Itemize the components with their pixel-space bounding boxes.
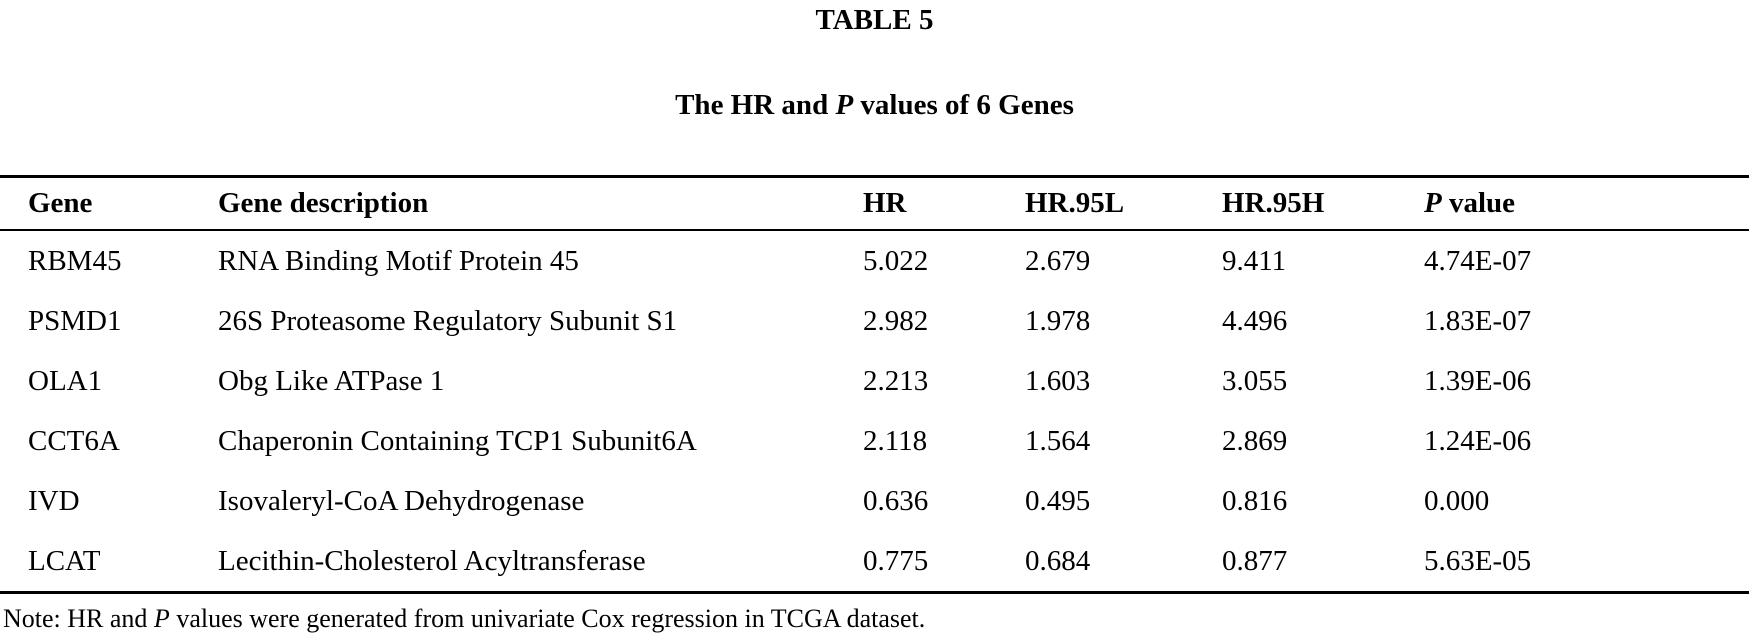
hr-cell: 5.022: [863, 244, 929, 277]
table-row: PSMD1 26S Proteasome Regulatory Subunit …: [0, 291, 1749, 351]
table-row: IVD Isovaleryl-CoA Dehydrogenase 0.636 0…: [0, 471, 1749, 531]
gene-cell: RBM45: [28, 244, 122, 277]
description-cell: 26S Proteasome Regulatory Subunit S1: [218, 304, 678, 337]
table-number-title: TABLE 5: [815, 4, 934, 36]
caption-text-post: values of 6 Genes: [853, 89, 1074, 121]
pvalue-header-italic-p: P: [1424, 187, 1442, 219]
gene-cell: OLA1: [28, 364, 103, 397]
pvalue-cell: 5.63E-05: [1424, 544, 1532, 577]
pvalue-cell: 1.39E-06: [1424, 364, 1532, 397]
hr95h-cell: 4.496: [1222, 304, 1288, 337]
pvalue-cell: 1.83E-07: [1424, 304, 1532, 337]
hr95l-cell: 0.495: [1025, 484, 1091, 517]
column-header-hr95l: HR.95L: [1025, 176, 1222, 231]
note-text-post: values were generated from univariate Co…: [169, 604, 926, 633]
hr95h-cell: 2.869: [1222, 424, 1288, 457]
table-row: RBM45 RNA Binding Motif Protein 45 5.022…: [0, 230, 1749, 291]
description-cell: Obg Like ATPase 1: [218, 364, 445, 397]
hr95l-cell: 2.679: [1025, 244, 1091, 277]
gene-cell: PSMD1: [28, 304, 122, 337]
caption-text-pre: The HR and: [675, 89, 836, 121]
header-row: Gene Gene description HR HR.95L HR.95H P…: [0, 176, 1749, 231]
pvalue-cell: 0.000: [1424, 484, 1490, 517]
note-italic-p: P: [153, 604, 170, 633]
table-caption: The HR and P values of 6 Genes: [0, 88, 1749, 122]
hr-cell: 2.118: [863, 424, 928, 457]
column-header-hr: HR: [863, 176, 1025, 231]
column-header-gene: Gene: [0, 176, 218, 231]
column-header-description: Gene description: [218, 176, 863, 231]
table-row: LCAT Lecithin-Cholesterol Acyltransferas…: [0, 531, 1749, 593]
hr95h-cell: 0.816: [1222, 484, 1288, 517]
table-note: Note: HR and P values were generated fro…: [0, 603, 1749, 635]
gene-cell: LCAT: [28, 544, 101, 577]
hr95h-cell: 3.055: [1222, 364, 1288, 397]
note-text-pre: Note: HR and: [3, 604, 154, 633]
hr-cell: 2.982: [863, 304, 929, 337]
table-row: OLA1 Obg Like ATPase 1 2.213 1.603 3.055…: [0, 351, 1749, 411]
hr95l-cell: 1.978: [1025, 304, 1091, 337]
pvalue-header-rest: value: [1441, 187, 1516, 219]
description-cell: Lecithin-Cholesterol Acyltransferase: [218, 544, 646, 577]
table-row: CCT6A Chaperonin Containing TCP1 Subunit…: [0, 411, 1749, 471]
gene-hr-table: Gene Gene description HR HR.95L HR.95H P…: [0, 175, 1749, 594]
description-cell: Chaperonin Containing TCP1 Subunit6A: [218, 424, 697, 457]
caption-italic-p: P: [835, 89, 854, 121]
hr95l-cell: 1.603: [1025, 364, 1091, 397]
hr95l-cell: 0.684: [1025, 544, 1091, 577]
gene-cell: CCT6A: [28, 424, 120, 457]
description-cell: RNA Binding Motif Protein 45: [218, 244, 579, 277]
pvalue-cell: 1.24E-06: [1424, 424, 1532, 457]
hr-cell: 2.213: [863, 364, 929, 397]
gene-cell: IVD: [28, 484, 80, 517]
pvalue-cell: 4.74E-07: [1424, 244, 1532, 277]
column-header-pvalue: P value: [1424, 176, 1749, 231]
description-cell: Isovaleryl-CoA Dehydrogenase: [218, 484, 585, 517]
column-header-hr95h: HR.95H: [1222, 176, 1424, 231]
hr95h-cell: 0.877: [1222, 544, 1288, 577]
hr-cell: 0.775: [863, 544, 929, 577]
hr95h-cell: 9.411: [1222, 244, 1287, 277]
hr95l-cell: 1.564: [1025, 424, 1091, 457]
hr-cell: 0.636: [863, 484, 929, 517]
